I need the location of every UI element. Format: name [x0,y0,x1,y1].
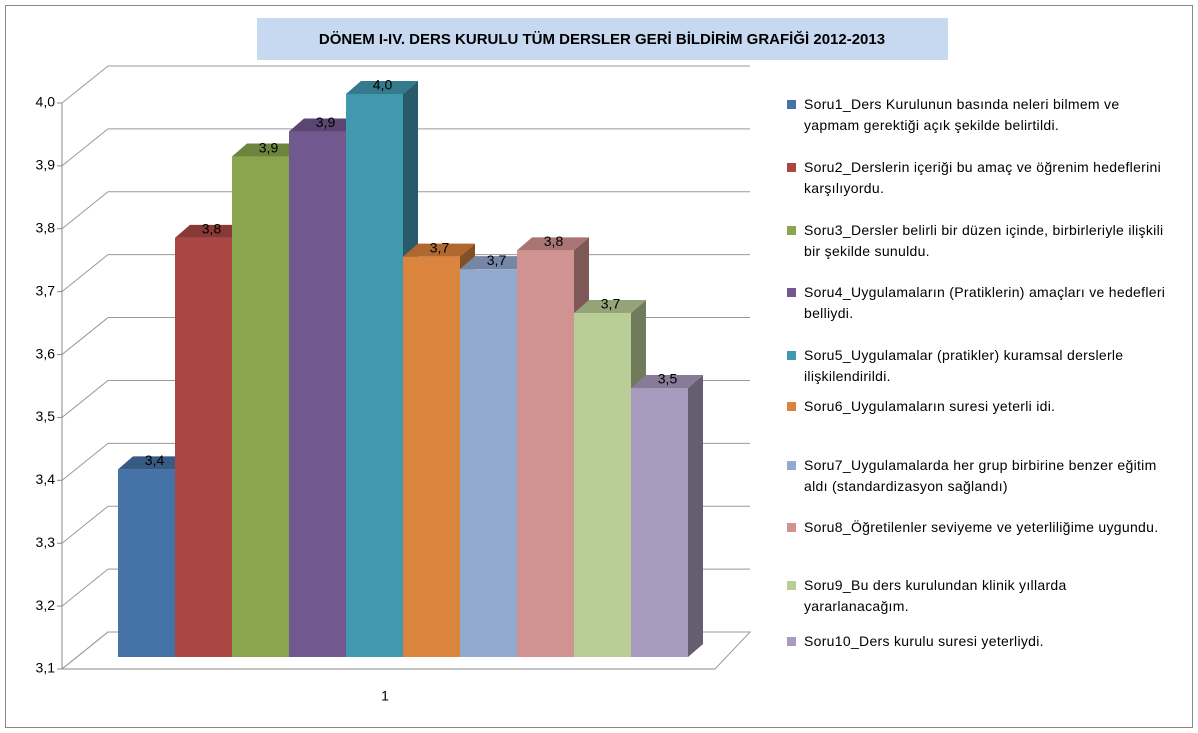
legend-swatch [787,461,796,470]
bar [403,256,460,657]
bar-top-shade [175,224,247,238]
data-label: 3,8 [544,233,564,249]
bar [460,269,517,657]
y-tick-label: 3,1 [36,660,56,676]
legend-swatch [787,163,796,172]
bar [574,312,631,657]
legend-swatch [787,581,796,590]
bar-top [346,81,418,94]
y-tick-label: 3,6 [36,345,56,361]
legend-label: Soru9_Bu ders kurulundan klinik yıllarda… [804,577,1067,614]
legend-swatch [787,402,796,411]
legend-label: Soru1_Ders Kurulunun basında neleri bilm… [804,96,1120,133]
bar-top-shade [232,143,304,157]
bar-top-shade [574,299,646,313]
y-tick-label: 3,4 [36,471,56,487]
chart-title: DÖNEM I-IV. DERS KURULU TÜM DERSLER GERİ… [319,30,885,48]
legend-swatch [787,351,796,360]
grid-line [61,317,109,355]
bar [175,237,232,657]
legend-swatch [787,288,796,297]
legend-label: Soru4_Uygulamaların (Pratiklerin) amaçla… [804,284,1166,321]
bar-top [289,118,361,132]
bar [346,94,403,657]
bar [289,131,346,658]
legend-swatch [787,637,796,646]
legend-label: Soru2_Derslerin içeriği bu amaç ve öğren… [804,159,1162,196]
bar-top-shade [403,243,475,257]
legend-label: Soru10_Ders kurulu suresi yeterliydi. [804,633,1044,649]
y-tick-label: 3,9 [36,157,56,173]
bar-top [232,143,304,157]
grid-line [61,505,109,544]
bar-top-shade [517,237,589,251]
legend-swatch [787,226,796,235]
bar-top [118,456,190,470]
grid-line [61,380,109,418]
legend-swatch [787,523,796,532]
y-tick-label: 3,7 [36,282,56,298]
grid-line [61,191,109,230]
bar-top-shade [118,456,190,470]
grid-line [61,254,109,293]
bar-top-shade [289,118,361,132]
bar-top-shade [346,81,418,94]
legend-swatch [787,100,796,109]
x-tick-label: 1 [381,688,389,704]
grid-line [61,128,109,167]
bar-top-shade [460,256,532,270]
bar [631,388,688,657]
y-tick-label: 3,3 [36,534,56,550]
legend-label: Soru8_Öğretilenler seviyeme ve yeterlili… [804,519,1159,535]
grid-line [61,631,109,670]
data-label: 3,9 [316,114,336,130]
bar-top [631,375,703,389]
bar [232,156,289,658]
legend-label: Soru5_Uygulamalar (pratikler) kuramsal d… [804,347,1124,384]
grid-line [61,65,109,104]
legend-label: Soru6_Uygulamaların suresi yeterli idi. [804,398,1056,414]
bar-top [175,224,247,238]
y-tick-label: 3,5 [36,408,56,424]
legend-label: Soru7_Uygulamalarda her grup birbirine b… [804,457,1157,494]
data-label: 3,9 [259,139,279,155]
bar-top-shade [631,375,703,389]
data-label: 3,7 [601,296,621,312]
grid-line [61,568,109,607]
y-tick-label: 3,2 [36,597,56,613]
grid-line [61,442,109,481]
data-label: 3,4 [145,452,165,468]
bar-top [460,256,532,270]
bar-top [517,237,589,251]
y-tick-label: 4,0 [36,94,56,110]
bar [118,469,175,657]
data-label: 3,8 [202,221,222,237]
bar-side-shade [688,375,703,657]
legend-label: Soru3_Dersler belirli bir düzen içinde, … [804,222,1164,259]
bar-side [688,375,703,657]
bar-top [574,299,646,313]
data-label: 3,7 [430,239,450,255]
bar-top [403,243,475,257]
data-label: 3,5 [658,371,678,387]
bar [517,250,574,657]
y-tick-label: 3,8 [36,219,56,235]
title-box [257,18,948,60]
data-label: 4,0 [373,77,393,93]
data-label: 3,7 [487,252,507,268]
